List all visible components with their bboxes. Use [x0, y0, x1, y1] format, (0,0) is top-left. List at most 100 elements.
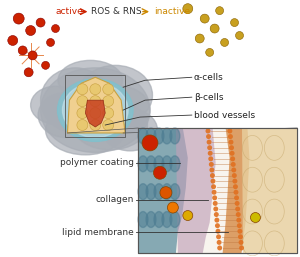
Circle shape — [239, 245, 244, 250]
Circle shape — [210, 173, 215, 178]
Circle shape — [215, 229, 220, 234]
Circle shape — [233, 190, 238, 195]
Circle shape — [215, 223, 220, 228]
Circle shape — [230, 151, 235, 156]
Circle shape — [77, 96, 88, 107]
Circle shape — [42, 61, 50, 69]
Bar — [65, 75, 125, 137]
Ellipse shape — [138, 184, 148, 200]
Circle shape — [77, 108, 88, 118]
Circle shape — [216, 234, 221, 239]
Circle shape — [206, 48, 214, 56]
Ellipse shape — [170, 156, 180, 172]
Circle shape — [90, 84, 101, 95]
Text: active: active — [56, 7, 83, 16]
Circle shape — [229, 145, 234, 150]
Ellipse shape — [170, 212, 180, 227]
Circle shape — [207, 140, 212, 145]
Ellipse shape — [46, 105, 125, 155]
Circle shape — [213, 201, 218, 206]
Circle shape — [238, 240, 244, 245]
Circle shape — [195, 34, 204, 43]
Circle shape — [209, 162, 214, 167]
Circle shape — [13, 13, 24, 24]
Circle shape — [235, 206, 240, 212]
Circle shape — [208, 151, 213, 156]
Circle shape — [77, 84, 88, 95]
Ellipse shape — [170, 184, 180, 200]
Circle shape — [211, 184, 216, 189]
Circle shape — [229, 140, 233, 145]
Polygon shape — [242, 128, 297, 253]
Circle shape — [18, 46, 27, 55]
Circle shape — [26, 25, 36, 35]
Circle shape — [90, 108, 101, 118]
Ellipse shape — [90, 86, 150, 134]
Circle shape — [214, 212, 219, 217]
Ellipse shape — [73, 100, 148, 150]
Circle shape — [234, 195, 239, 200]
Circle shape — [238, 234, 243, 239]
Ellipse shape — [103, 109, 158, 151]
Circle shape — [211, 179, 215, 183]
Circle shape — [237, 229, 242, 234]
Circle shape — [24, 68, 33, 77]
Ellipse shape — [162, 212, 172, 227]
Polygon shape — [206, 128, 250, 253]
Ellipse shape — [170, 128, 180, 144]
Circle shape — [233, 184, 238, 189]
Bar — [138, 128, 297, 253]
Circle shape — [212, 190, 217, 195]
Text: polymer coating: polymer coating — [60, 158, 134, 167]
Ellipse shape — [146, 212, 156, 227]
Ellipse shape — [146, 128, 156, 144]
Text: blood vessels: blood vessels — [194, 111, 255, 120]
Ellipse shape — [78, 65, 152, 125]
Circle shape — [103, 120, 114, 131]
Text: α-cells: α-cells — [194, 73, 224, 82]
Text: inactive: inactive — [154, 7, 190, 16]
Circle shape — [77, 120, 88, 131]
Text: lipid membrane: lipid membrane — [62, 228, 134, 237]
Circle shape — [217, 240, 222, 245]
Text: collagen: collagen — [96, 195, 134, 204]
Ellipse shape — [154, 184, 164, 200]
Ellipse shape — [154, 128, 164, 144]
Circle shape — [36, 18, 45, 27]
Circle shape — [154, 166, 166, 179]
Polygon shape — [68, 77, 125, 133]
Circle shape — [214, 218, 219, 223]
Circle shape — [183, 210, 193, 221]
Circle shape — [237, 223, 242, 228]
Ellipse shape — [146, 184, 156, 200]
Circle shape — [8, 35, 18, 45]
Circle shape — [250, 213, 260, 223]
Ellipse shape — [146, 156, 156, 172]
Circle shape — [235, 201, 240, 206]
Circle shape — [213, 206, 218, 212]
Ellipse shape — [162, 156, 172, 172]
Circle shape — [232, 179, 237, 183]
Circle shape — [231, 162, 236, 167]
Circle shape — [232, 173, 237, 178]
Ellipse shape — [154, 156, 164, 172]
Circle shape — [236, 32, 244, 40]
Polygon shape — [176, 128, 216, 253]
Ellipse shape — [162, 128, 172, 144]
Ellipse shape — [138, 212, 148, 227]
Polygon shape — [138, 128, 188, 253]
Circle shape — [167, 202, 178, 213]
Circle shape — [200, 14, 209, 23]
Circle shape — [236, 212, 241, 217]
Ellipse shape — [38, 93, 93, 137]
Ellipse shape — [62, 83, 128, 137]
Circle shape — [228, 134, 233, 139]
Circle shape — [52, 25, 59, 33]
Circle shape — [236, 218, 241, 223]
Ellipse shape — [40, 68, 110, 132]
Circle shape — [142, 135, 158, 151]
Ellipse shape — [154, 212, 164, 227]
Circle shape — [206, 128, 211, 133]
Circle shape — [217, 245, 222, 250]
Circle shape — [90, 120, 101, 131]
